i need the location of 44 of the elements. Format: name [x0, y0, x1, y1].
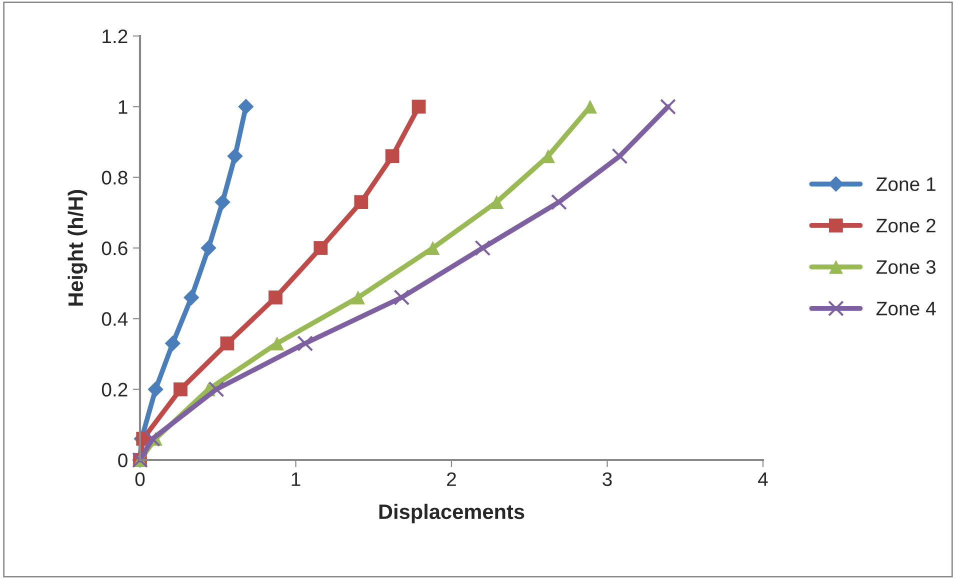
legend-label: Zone 4	[876, 302, 936, 316]
point	[474, 240, 491, 256]
point	[214, 194, 230, 210]
legend-label: Zone 3	[876, 260, 936, 274]
point	[297, 335, 314, 352]
point	[394, 289, 410, 306]
point	[227, 148, 243, 164]
point	[612, 148, 628, 164]
point	[184, 290, 200, 306]
y-tick-label: 0.6	[102, 241, 128, 256]
point	[354, 195, 368, 210]
point	[385, 149, 400, 164]
point	[550, 194, 567, 210]
x-tick-label: 3	[602, 472, 612, 486]
legend-label: Zone 2	[876, 218, 936, 232]
point	[144, 430, 160, 447]
y-tick-label: 1.2	[102, 29, 128, 44]
point	[268, 290, 282, 304]
y-axis-title: Height (h/H)	[68, 190, 88, 306]
x-tick-label: 2	[447, 472, 456, 486]
point	[148, 381, 164, 398]
point	[426, 241, 440, 255]
point	[412, 100, 426, 114]
x-tick-label: 4	[758, 472, 768, 486]
point	[164, 336, 181, 352]
point	[660, 98, 676, 115]
point	[174, 382, 188, 396]
y-tick-label: 1	[118, 100, 128, 114]
y-tick-label: 0	[118, 453, 128, 468]
point	[208, 381, 224, 398]
y-tick-label: 0.2	[102, 382, 128, 397]
point	[270, 336, 284, 350]
y-tick-label: 0.8	[102, 170, 128, 185]
legend-label: Zone 1	[876, 177, 936, 192]
point	[314, 241, 328, 255]
point	[490, 195, 504, 210]
x-tick-label: 1	[292, 472, 300, 486]
point	[220, 336, 234, 350]
y-tick-label: 0.4	[102, 312, 128, 326]
point	[351, 290, 365, 304]
point	[200, 240, 216, 256]
x-tick-label: 0	[135, 472, 145, 486]
point	[238, 98, 254, 115]
x-axis-title: Displacements	[379, 504, 524, 524]
